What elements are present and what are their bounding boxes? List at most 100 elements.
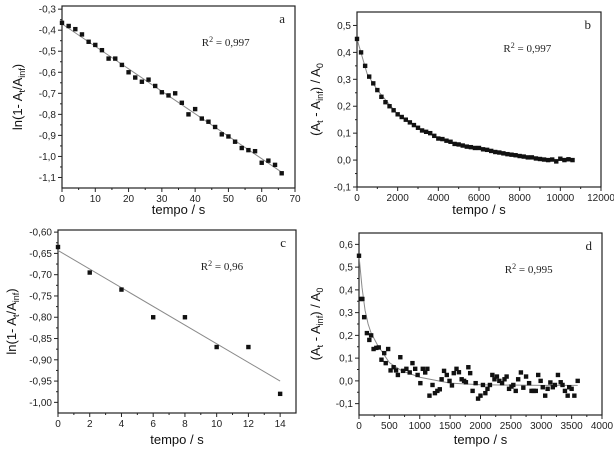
data-point (172, 91, 178, 96)
y-axis-label: (At - Ainf) / A0 (308, 63, 325, 136)
data-point (425, 366, 430, 372)
data-point (444, 372, 449, 378)
y-label-pre: (A (308, 123, 323, 136)
data-point (502, 377, 507, 382)
data-point (279, 171, 284, 176)
data-point (214, 344, 219, 350)
y-tick-label: 0,1 (337, 129, 351, 140)
data-point (407, 370, 412, 375)
data-point (119, 62, 125, 68)
data-point (466, 365, 471, 370)
data-point (423, 370, 428, 375)
data-point (497, 150, 502, 155)
data-point (485, 386, 490, 392)
x-tick-label: 1500 (439, 421, 462, 432)
data-point (432, 133, 437, 139)
data-point (403, 117, 408, 122)
r-squared-annotation: R2 = 0,96 (201, 259, 244, 273)
data-point (504, 374, 509, 379)
data-point (441, 368, 447, 374)
x-tick-label: 4000 (427, 193, 450, 204)
y-label-sub2: inf (315, 91, 325, 101)
data-point (133, 75, 138, 80)
x-tick-label: 0 (356, 421, 362, 432)
data-point (454, 366, 459, 372)
data-point (513, 153, 518, 158)
x-axis-label: tempo / s (152, 202, 206, 217)
data-point (404, 366, 409, 372)
data-point (451, 370, 456, 376)
y-tick-label: 0,2 (339, 331, 353, 342)
data-point (456, 370, 462, 375)
data-point (159, 90, 165, 95)
y-label-post: ) / A (308, 292, 323, 315)
data-point (371, 346, 376, 352)
y-tick-label: -0,3 (39, 5, 57, 16)
y-axis-label: ln(1- At/Ainf) (4, 288, 21, 354)
y-tick-label: -0,95 (29, 377, 52, 388)
x-tick-label: 6 (150, 419, 156, 430)
data-point (463, 380, 469, 385)
data-point (480, 147, 486, 152)
data-point (437, 387, 442, 392)
data-point (379, 94, 384, 100)
data-point (548, 380, 553, 385)
x-tick-label: 10 (90, 194, 102, 205)
r-text: R (505, 264, 513, 276)
data-point (545, 157, 551, 163)
y-tick-label: -0,65 (29, 249, 52, 260)
data-point (361, 314, 367, 320)
data-point (480, 382, 486, 388)
x-tick-label: 2000 (387, 193, 410, 204)
data-point (536, 372, 541, 378)
panel-label: d (586, 238, 593, 253)
x-axis-label: tempo / s (454, 432, 508, 447)
y-tick-label: 0,0 (337, 156, 351, 167)
y-tick-label: 0,1 (339, 354, 353, 365)
panel-label: b (585, 17, 592, 32)
data-point (182, 315, 188, 320)
r-superscript: 2 (208, 259, 212, 268)
data-point (444, 138, 449, 143)
y-tick-label: -0,4 (39, 26, 57, 37)
data-point (456, 142, 461, 147)
data-point (529, 155, 535, 160)
data-point (533, 388, 538, 394)
x-tick-label: 30 (156, 194, 168, 205)
fit-line (57, 249, 281, 382)
data-point (489, 148, 494, 154)
data-point (362, 63, 368, 69)
data-point (119, 287, 124, 292)
data-point (239, 145, 244, 151)
data-point (219, 132, 224, 137)
r-value: = 0,997 (213, 37, 250, 49)
y-tick-label: -0,80 (29, 313, 52, 324)
data-point (467, 370, 473, 376)
data-point (356, 253, 362, 258)
data-point (395, 372, 401, 378)
y-tick-label: 0,3 (339, 308, 353, 319)
r-superscript: 2 (511, 41, 515, 50)
plot-frame (358, 232, 603, 416)
r-squared-annotation: R2 = 0,995 (505, 262, 553, 276)
y-label-sub3: 0 (315, 63, 325, 68)
y-label-sub2: inf (315, 315, 325, 325)
data-point (86, 39, 91, 44)
data-point (259, 160, 264, 165)
x-tick-label: 0 (354, 193, 360, 204)
data-point (420, 366, 425, 372)
data-point (73, 26, 78, 32)
data-point (558, 380, 563, 385)
data-point (550, 157, 555, 162)
data-point (395, 112, 400, 117)
data-point (447, 378, 452, 384)
data-point (501, 151, 506, 156)
y-label-pre: (A (308, 347, 323, 360)
data-point (566, 157, 571, 162)
data-point (376, 345, 381, 350)
data-point (126, 70, 131, 75)
data-point (459, 377, 464, 382)
y-tick-label: -0,90 (29, 355, 52, 366)
y-tick-label: -1,0 (39, 152, 57, 163)
data-point (537, 156, 543, 162)
